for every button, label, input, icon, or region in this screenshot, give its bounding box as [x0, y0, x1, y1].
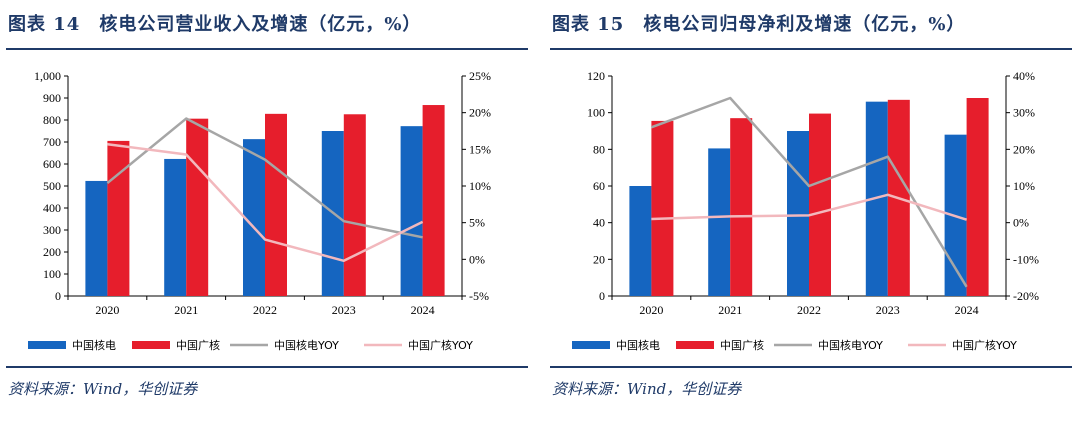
- bar-series-a: [400, 126, 423, 296]
- y2-tick-label: 30%: [1013, 106, 1035, 120]
- bar-series-b: [651, 120, 674, 297]
- y-tick-label: 600: [43, 157, 61, 171]
- y-tick-label: 1,000: [34, 69, 61, 83]
- y2-tick-label: 40%: [1013, 69, 1035, 83]
- y-tick-label: 300: [43, 223, 61, 237]
- x-tick-label: 2021: [718, 303, 742, 317]
- bar-series-b: [809, 113, 831, 296]
- figure-title: 图表 14 核电公司营业收入及增速（亿元，%）: [8, 14, 422, 35]
- y2-tick-label: -5%: [469, 289, 489, 303]
- bar-series-b: [343, 114, 366, 296]
- x-tick-label: 2021: [174, 303, 198, 317]
- legend-label: 中国广核: [720, 338, 764, 352]
- source-divider: [6, 366, 528, 368]
- source-note: 资料来源：Wind，华创证券: [8, 380, 198, 398]
- y-tick-label: 40: [593, 216, 605, 230]
- bar-series-a: [164, 158, 187, 296]
- y-tick-label: 100: [43, 267, 61, 281]
- bar-series-b: [107, 140, 130, 296]
- y-tick-label: 120: [587, 69, 605, 83]
- y2-tick-label: 20%: [469, 106, 491, 120]
- bar-series-b: [422, 105, 445, 296]
- x-tick-label: 2020: [95, 303, 119, 317]
- legend-label: 中国核电YOY: [274, 338, 339, 352]
- x-tick-label: 2020: [639, 303, 663, 317]
- bar-series-a: [243, 139, 265, 296]
- y2-tick-label: 20%: [1013, 142, 1035, 156]
- y2-tick-label: 15%: [469, 142, 491, 156]
- y-tick-label: 700: [43, 135, 61, 149]
- left-figure-panel: 图表 14 核电公司营业收入及增速（亿元，%） 1,000 900 800 700 60…: [6, 0, 536, 423]
- y2-tick-label: 0%: [469, 252, 485, 266]
- x-tick-label: 2023: [332, 303, 356, 317]
- legend-swatch: [132, 341, 170, 349]
- y-tick-label: 0: [55, 289, 61, 303]
- legend-swatch: [572, 341, 610, 349]
- source-note: 资料来源：Wind，华创证券: [552, 380, 742, 398]
- right-figure-panel: 图表 15 核电公司归母净利及增速（亿元，%） 120 100 80 60 40 20 0 4…: [550, 0, 1080, 423]
- bar-series-b: [966, 98, 989, 296]
- x-tick-label: 2024: [955, 303, 979, 317]
- bar-series-a: [708, 148, 731, 296]
- y2-tick-label: 10%: [1013, 179, 1035, 193]
- bar-series-a: [629, 186, 652, 296]
- net-profit-chart: 120 100 80 60 40 20 0 40% 30% 20% 10% 0% -10% -20% 202…: [572, 69, 1039, 352]
- legend-swatch: [676, 341, 714, 349]
- y-tick-label: 400: [43, 201, 61, 215]
- bar-series-b: [265, 113, 287, 296]
- legend-label: 中国广核: [176, 338, 220, 352]
- legend-label: 中国核电YOY: [818, 338, 883, 352]
- y2-tick-label: 10%: [469, 179, 491, 193]
- y-tick-label: 100: [587, 106, 605, 120]
- x-tick-label: 2024: [411, 303, 435, 317]
- figure-title: 图表 15 核电公司归母净利及增速（亿元，%）: [552, 14, 966, 35]
- y-tick-label: 900: [43, 91, 61, 105]
- legend-label: 中国广核YOY: [952, 338, 1017, 352]
- legend-swatch: [28, 341, 66, 349]
- title-divider: [6, 48, 528, 50]
- y2-tick-label: 25%: [469, 69, 491, 83]
- y-tick-label: 20: [593, 252, 605, 266]
- bar-series-a: [787, 131, 809, 296]
- y-tick-label: 0: [599, 289, 605, 303]
- x-tick-label: 2022: [253, 303, 277, 317]
- y-tick-label: 500: [43, 179, 61, 193]
- y-tick-label: 80: [593, 142, 605, 156]
- legend-label: 中国广核YOY: [408, 338, 473, 352]
- y2-tick-label: -10%: [1013, 252, 1039, 266]
- bar-series-a: [85, 180, 108, 296]
- y2-tick-label: -20%: [1013, 289, 1039, 303]
- revenue-chart: 1,000 900 800 700 600 500 400 300 200 100 0 25% 20% 1…: [28, 69, 491, 352]
- y-tick-label: 800: [43, 113, 61, 127]
- y2-tick-label: 5%: [469, 216, 485, 230]
- y-tick-label: 60: [593, 179, 605, 193]
- y-tick-label: 200: [43, 245, 61, 259]
- bar-series-b: [730, 118, 753, 296]
- title-divider: [550, 48, 1072, 50]
- y2-tick-label: 0%: [1013, 216, 1029, 230]
- x-tick-label: 2022: [797, 303, 821, 317]
- source-divider: [550, 366, 1072, 368]
- bar-series-b: [186, 118, 209, 297]
- x-tick-label: 2023: [876, 303, 900, 317]
- legend-label: 中国核电: [72, 338, 116, 352]
- legend-label: 中国核电: [616, 338, 660, 352]
